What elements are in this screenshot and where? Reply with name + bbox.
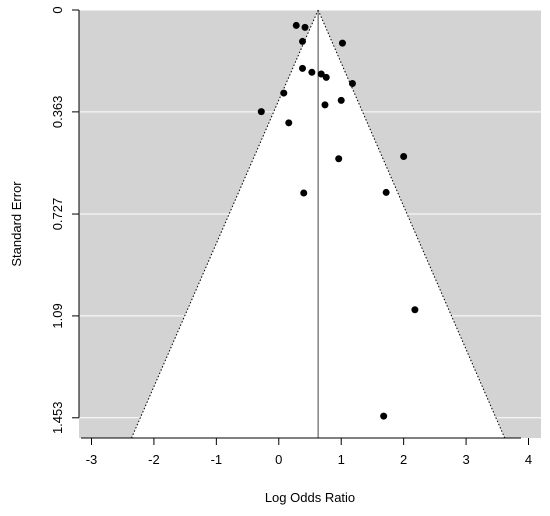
study-point xyxy=(321,101,329,109)
x-tick-label: 0 xyxy=(275,452,282,467)
study-point xyxy=(338,39,346,47)
study-point xyxy=(380,412,388,420)
y-tick-label: 1.09 xyxy=(50,303,65,328)
y-tick-label: 0.363 xyxy=(50,96,65,129)
study-point xyxy=(400,153,408,161)
x-tick-label: -2 xyxy=(148,452,160,467)
x-tick-label: 4 xyxy=(525,452,532,467)
study-point xyxy=(322,73,330,81)
study-point xyxy=(411,306,419,314)
study-point xyxy=(301,23,309,31)
study-point xyxy=(299,37,307,45)
x-tick-label: 3 xyxy=(462,452,469,467)
study-point xyxy=(317,70,325,78)
study-point xyxy=(308,68,316,76)
y-tick-label: 0.727 xyxy=(50,198,65,231)
study-point xyxy=(299,64,307,72)
study-point xyxy=(292,21,300,29)
study-point xyxy=(300,189,308,197)
study-point xyxy=(337,96,345,104)
y-axis-title: Standard Error xyxy=(9,181,24,267)
study-points xyxy=(257,21,419,420)
study-point xyxy=(382,188,390,196)
study-point xyxy=(257,108,265,116)
x-tick-label: -3 xyxy=(86,452,98,467)
y-tick-label: 1.453 xyxy=(50,402,65,435)
study-point xyxy=(285,119,293,127)
x-tick-label: -1 xyxy=(211,452,223,467)
study-point xyxy=(280,89,288,97)
study-point xyxy=(348,80,356,88)
x-tick-label: 2 xyxy=(400,452,407,467)
y-tick-label: 0 xyxy=(50,6,65,13)
study-point xyxy=(335,155,343,163)
x-tick-label: 1 xyxy=(338,452,345,467)
x-axis: -3 -2 -1 0 1 2 3 4 xyxy=(81,437,532,467)
y-axis: 0 0.363 0.727 1.09 1.453 xyxy=(50,6,80,435)
x-axis-title: Log Odds Ratio xyxy=(265,490,355,505)
